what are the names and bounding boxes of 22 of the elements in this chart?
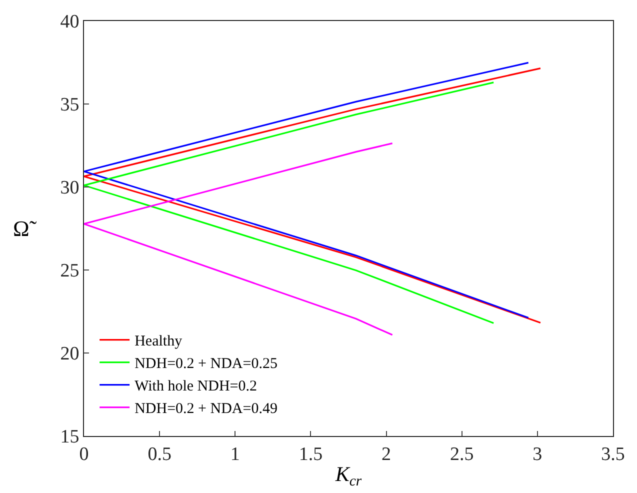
line-series [84, 142, 394, 336]
x-tick-label: 0 [79, 444, 89, 465]
legend-label: NDH=0.2 + NDA=0.25 [134, 356, 278, 372]
y-tick-label: 35 [60, 94, 80, 116]
y-axis-title: Ω̃ [13, 216, 38, 241]
legend-label: Healthy [134, 334, 183, 350]
x-tick-label: 2 [382, 444, 392, 465]
y-tick-label: 25 [60, 260, 80, 282]
x-tick-label: 1.5 [298, 444, 323, 465]
x-tick-label: 1 [230, 444, 240, 465]
line-series [84, 82, 494, 324]
y-tick-label: 20 [60, 344, 80, 365]
x-tick-label: 3.5 [601, 444, 625, 465]
y-tick-label: 30 [60, 178, 80, 199]
legend-label: With hole NDH=0.2 [134, 378, 258, 395]
x-tick-label: 3 [532, 444, 542, 465]
legend-label: NDH=0.2 + NDA=0.49 [134, 401, 278, 418]
x-axis-title: K$_{cr}$ [334, 462, 362, 490]
y-tick-label: 40 [60, 12, 80, 33]
x-tick-label: 0.5 [148, 444, 172, 465]
y-tick-label: 15 [60, 426, 80, 448]
x-tick-label: 2.5 [450, 444, 474, 465]
